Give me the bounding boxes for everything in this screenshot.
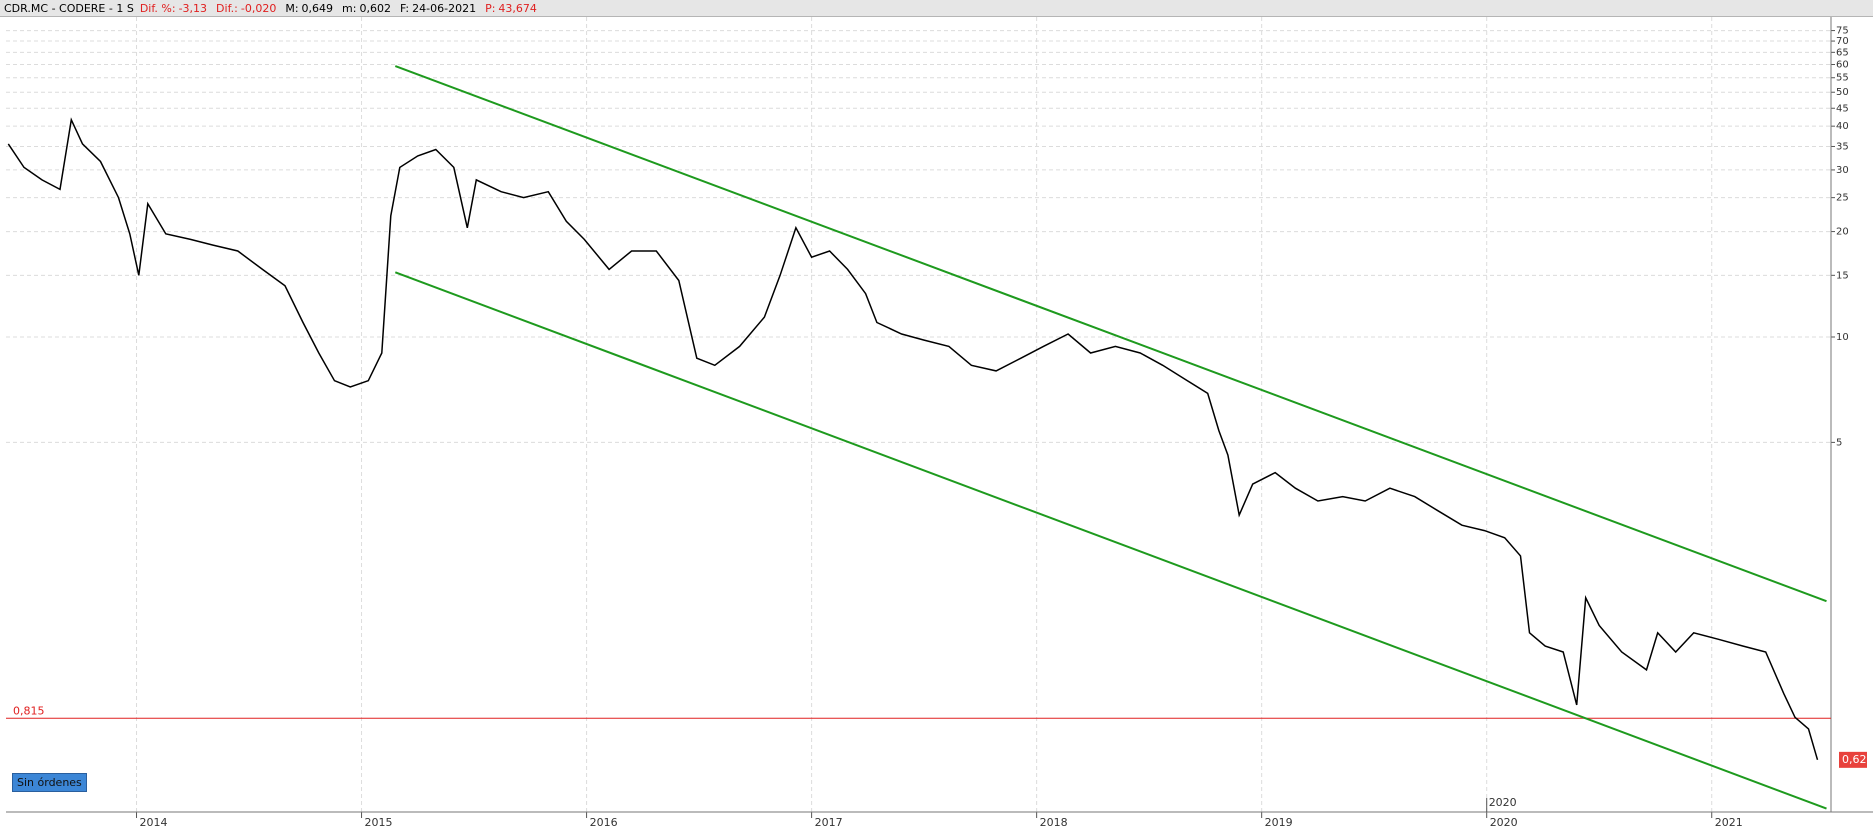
orders-button[interactable]: Sin órdenes [12, 773, 87, 792]
y-tick-label: 35 [1836, 141, 1849, 152]
y-tick-label: 20 [1836, 227, 1849, 238]
y-tick-label: 65 [1836, 47, 1849, 58]
x-tick-label: 2020 [1490, 816, 1518, 829]
header: CDR.MC - CODERE - 1 S Dif. %: -3,13 Dif.: -0… [0, 0, 1873, 17]
header-value: 0,649 [301, 2, 334, 15]
y-tick-label: 10 [1836, 332, 1849, 343]
y-tick-label: 60 [1836, 60, 1849, 71]
x-tick-label: 2018 [1040, 816, 1068, 829]
period-marker-label: 2020 [1489, 796, 1517, 809]
y-tick-label: 25 [1836, 193, 1849, 204]
header-value: 43,674 [498, 2, 537, 15]
header-value: -0,020 [240, 2, 277, 15]
header-value: 24-06-2021 [412, 2, 477, 15]
header-field: Dif. %: -3,13 [140, 2, 210, 15]
header-field: F: 24-06-2021 [400, 2, 479, 15]
x-tick-label: 2015 [365, 816, 393, 829]
symbol: CDR.MC - CODERE - 1 S [4, 2, 134, 15]
header-label: F: [399, 2, 410, 15]
y-tick-label: 70 [1836, 36, 1849, 47]
header-value: -3,13 [178, 2, 208, 15]
header-field: P: 43,674 [485, 2, 540, 15]
header-field: M: 0,649 [285, 2, 336, 15]
header-label: P: [485, 2, 496, 15]
trendline [394, 65, 1827, 603]
level-label: 0,815 [13, 704, 45, 717]
y-tick-label: 30 [1836, 165, 1849, 176]
header-field: m: 0,602 [342, 2, 394, 15]
last-price-label: 0,62 [1842, 753, 1867, 766]
header-label: Dif. %: [139, 2, 176, 15]
last-price-box [1839, 751, 1867, 768]
y-tick-label: 5 [1836, 437, 1842, 448]
y-tick-label: 15 [1836, 270, 1849, 281]
header-field: Dif.: -0,020 [216, 2, 279, 15]
y-tick-label: 75 [1836, 26, 1849, 37]
trendline [394, 271, 1827, 810]
y-tick-label: 40 [1836, 121, 1849, 132]
y-tick-label: 50 [1836, 87, 1849, 98]
price-line [7, 117, 1819, 761]
header-label: Dif.: [216, 2, 238, 15]
x-tick-label: 2014 [140, 816, 168, 829]
header-label: M: [285, 2, 299, 15]
y-tick-label: 55 [1836, 73, 1849, 84]
x-tick-label: 2021 [1715, 816, 1743, 829]
x-tick-label: 2017 [815, 816, 843, 829]
x-tick-label: 2016 [590, 816, 618, 829]
header-label: m: [342, 2, 357, 15]
header-value: 0,602 [359, 2, 391, 15]
x-tick-label: 2019 [1265, 816, 1293, 829]
y-tick-label: 45 [1836, 103, 1849, 114]
